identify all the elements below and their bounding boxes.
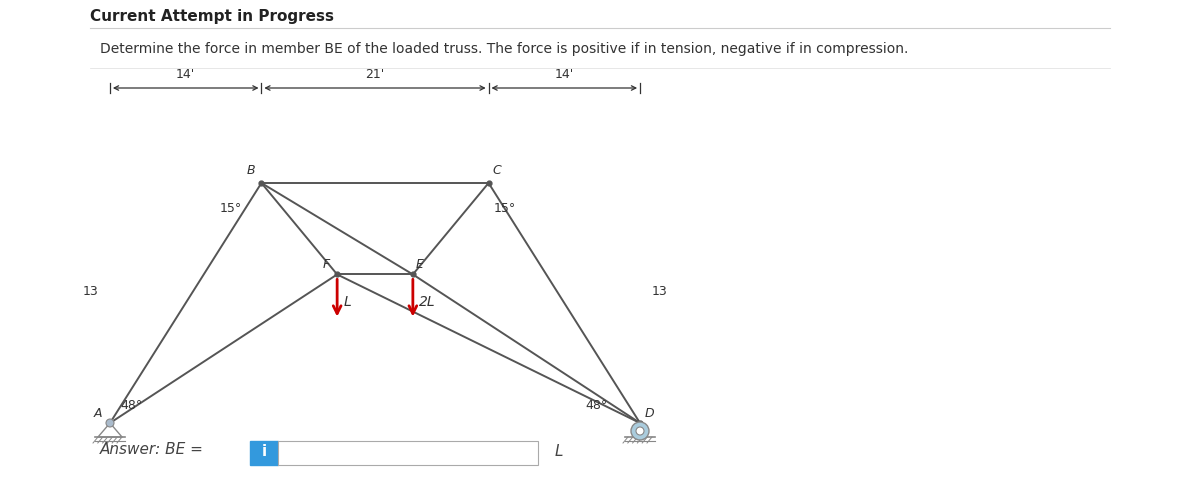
Text: 14': 14' xyxy=(176,68,196,81)
Text: 48°: 48° xyxy=(120,398,143,411)
Text: 13: 13 xyxy=(83,285,98,298)
Text: Determine the force in member BE of the loaded truss. The force is positive if i: Determine the force in member BE of the … xyxy=(100,42,908,56)
Text: E: E xyxy=(416,258,424,271)
Circle shape xyxy=(106,419,114,427)
Circle shape xyxy=(636,427,644,435)
Text: 14': 14' xyxy=(554,68,574,81)
Circle shape xyxy=(631,422,649,440)
Text: D: D xyxy=(646,406,655,419)
Text: L: L xyxy=(343,295,350,309)
Text: 2L: 2L xyxy=(419,295,436,309)
Text: i: i xyxy=(262,444,266,459)
Text: 15°: 15° xyxy=(493,202,516,215)
Text: B: B xyxy=(247,163,256,177)
Text: A: A xyxy=(94,406,102,419)
Text: 15°: 15° xyxy=(220,202,241,215)
Text: C: C xyxy=(492,163,502,177)
Text: 13: 13 xyxy=(652,285,667,298)
Text: Answer: BE =: Answer: BE = xyxy=(100,442,204,457)
FancyBboxPatch shape xyxy=(278,441,538,465)
Text: L: L xyxy=(554,444,564,459)
FancyBboxPatch shape xyxy=(250,441,278,465)
Text: 48°: 48° xyxy=(586,398,607,411)
Text: Current Attempt in Progress: Current Attempt in Progress xyxy=(90,9,334,24)
Text: F: F xyxy=(323,258,330,271)
Text: 21': 21' xyxy=(365,68,385,81)
